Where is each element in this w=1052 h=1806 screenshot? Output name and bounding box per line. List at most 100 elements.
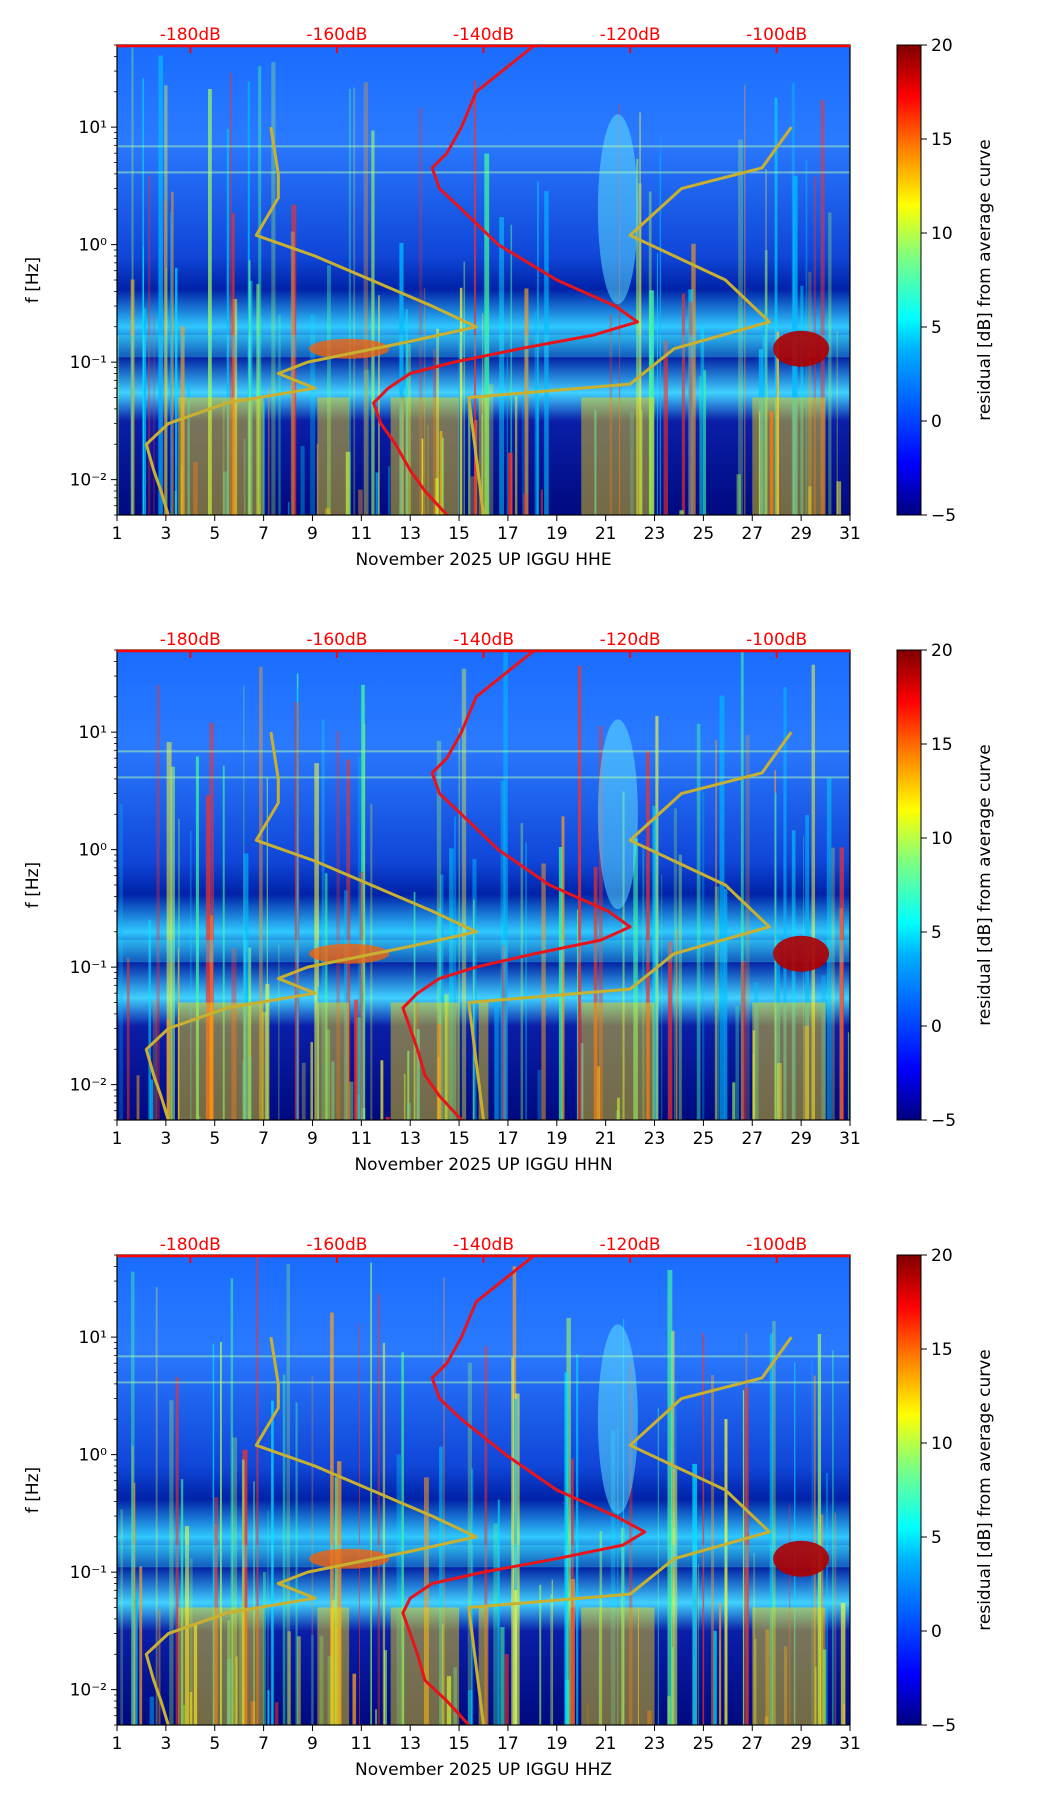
heatmap-streak	[423, 288, 426, 515]
heatmap-line	[117, 171, 850, 174]
heatmap-streak	[439, 1446, 443, 1725]
heatmap-streak	[324, 873, 328, 1120]
x-tick-label: 7	[258, 1129, 269, 1149]
x-tick-label: 27	[741, 524, 763, 544]
heatmap-streak	[441, 437, 444, 515]
x-tick-label: 31	[839, 1734, 861, 1754]
heatmap-streak	[570, 1607, 575, 1725]
heatmap-streak	[769, 411, 774, 515]
heatmap-streak	[499, 984, 503, 1120]
heatmap-streak	[195, 756, 199, 1120]
heatmap-streak	[133, 1482, 136, 1725]
heatmap-line	[117, 750, 850, 753]
heatmap-band	[317, 397, 350, 515]
db-scale-label: -120dB	[600, 25, 661, 45]
heatmap-streak	[354, 999, 359, 1120]
heatmap-streak	[147, 175, 151, 515]
heatmap-streak	[537, 1069, 542, 1120]
colorbar-title: residual [dB] from average curve	[975, 1349, 995, 1630]
heatmap-streak	[119, 804, 123, 1120]
heatmap-streak	[212, 1343, 215, 1725]
heatmap-streak	[363, 82, 369, 515]
heatmap-streak	[776, 1063, 782, 1120]
db-scale-label: -120dB	[600, 630, 661, 650]
heatmap-streak	[296, 1636, 301, 1725]
heatmap-streak	[249, 1057, 252, 1120]
heatmap-streak	[825, 1472, 829, 1725]
x-tick-label: 9	[307, 524, 318, 544]
y-axis-title: f [Hz]	[23, 1467, 43, 1513]
heatmap-streak	[235, 1656, 238, 1725]
heatmap-streak	[472, 859, 477, 1120]
heatmap-streak	[598, 1611, 601, 1725]
heatmap-streak	[732, 1082, 736, 1120]
heatmap-streak	[499, 217, 504, 515]
heatmap-streak	[744, 1387, 750, 1725]
heatmap-streak	[481, 414, 484, 515]
colorbar-tick-label: 0	[931, 1017, 942, 1037]
heatmap-band	[117, 335, 850, 358]
heatmap-streak	[474, 80, 477, 515]
colorbar-tick-label: 15	[931, 1340, 953, 1360]
heatmap-streak	[697, 1563, 700, 1725]
colorbar-title: residual [dB] from average curve	[975, 139, 995, 420]
heatmap-streak	[178, 818, 180, 1120]
heatmap-streak	[205, 795, 211, 1120]
heatmap-streak	[471, 1468, 474, 1725]
heatmap-band	[178, 1607, 264, 1725]
heatmap-streak	[277, 944, 280, 1120]
heatmap-streak	[764, 1716, 769, 1725]
heatmap-streak	[336, 1461, 342, 1725]
heatmap-streak	[745, 735, 750, 1120]
heatmap-streak	[336, 731, 340, 1120]
heatmap-streak	[700, 326, 705, 515]
heatmap-hotspot	[309, 943, 390, 964]
heatmap-streak	[165, 267, 168, 515]
heatmap-streak	[243, 438, 246, 515]
heatmap-streak	[449, 848, 454, 1120]
heatmap-streak	[481, 313, 484, 515]
heatmap-streak	[754, 1638, 757, 1725]
heatmap-streak	[232, 1437, 237, 1725]
heatmap-streak	[226, 1658, 231, 1725]
x-tick-label: 15	[448, 524, 470, 544]
heatmap-streak	[539, 1584, 542, 1725]
x-tick-label: 25	[693, 1734, 715, 1754]
x-tick-label: 1	[112, 1734, 123, 1754]
heatmap-streak	[511, 1357, 515, 1725]
heatmap-streak	[821, 975, 827, 1120]
heatmap-streak	[776, 331, 779, 515]
heatmap-streak	[311, 1375, 314, 1725]
heatmap-streak	[676, 929, 678, 1120]
x-tick-label: 15	[448, 1129, 470, 1149]
curve-noise_model_high	[467, 1336, 793, 1725]
heatmap-streak	[231, 213, 235, 515]
heatmap-streak	[610, 1430, 616, 1725]
heatmap-streak	[520, 823, 524, 1120]
y-tick-label: 10⁻¹	[70, 1563, 107, 1583]
x-tick-label: 29	[790, 524, 812, 544]
heatmap-streak	[535, 386, 539, 515]
heatmap-streak	[713, 1630, 717, 1725]
heatmap-streak	[514, 1393, 520, 1725]
heatmap-streak	[416, 1029, 420, 1120]
heatmap-streak	[295, 1402, 298, 1725]
heatmap-streak	[484, 1346, 488, 1725]
heatmap-streak	[439, 874, 444, 1120]
heatmap-hotspot	[773, 1540, 830, 1577]
heatmap-streak	[418, 107, 423, 515]
heatmap-streak	[375, 472, 379, 515]
heatmap-streak	[229, 72, 232, 515]
x-axis-title: November 2025 UP IGGU HHE	[355, 550, 611, 570]
db-scale-label: -160dB	[306, 25, 367, 45]
heatmap-streak	[497, 1499, 500, 1725]
heatmap-streak	[691, 243, 696, 515]
y-tick-label: 10⁻²	[70, 471, 107, 491]
x-tick-label: 31	[839, 524, 861, 544]
heatmap-streak	[175, 267, 178, 515]
heatmap-streak	[642, 846, 645, 1120]
heatmap-streak	[699, 376, 702, 515]
x-tick-label: 19	[546, 1129, 568, 1149]
